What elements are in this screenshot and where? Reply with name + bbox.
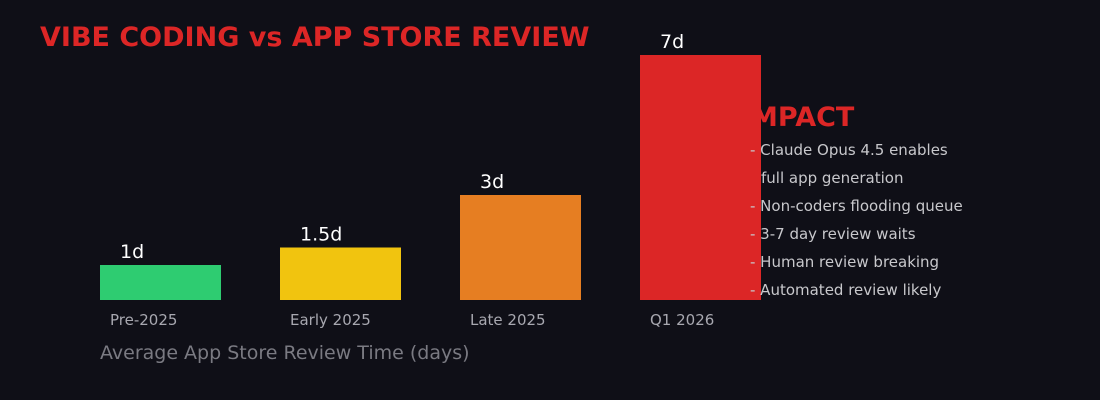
value-label-1: 1d	[120, 241, 144, 263]
impact-item-5: - Human review breaking	[750, 253, 939, 271]
chart-title: VIBE CODING vs APP STORE REVIEW	[40, 22, 590, 53]
category-label-1: Pre-2025	[110, 311, 177, 329]
impact-item-3: - Non-coders flooding queue	[750, 197, 963, 215]
impact-item-6: - Automated review likely	[750, 281, 941, 299]
impact-item-2: full app generation	[761, 169, 903, 187]
bar-3	[460, 195, 581, 300]
value-label-3: 3d	[480, 171, 504, 193]
bar-4-overlay	[640, 95, 761, 135]
category-label-4: Q1 2026	[650, 311, 714, 329]
category-label-3: Late 2025	[470, 311, 546, 329]
impact-item-4: - 3-7 day review waits	[750, 225, 916, 243]
x-axis-caption: Average App Store Review Time (days)	[100, 342, 470, 364]
category-label-2: Early 2025	[290, 311, 371, 329]
bar-2	[280, 247, 401, 300]
impact-item-1: - Claude Opus 4.5 enables	[750, 141, 948, 159]
value-label-2: 1.5d	[300, 224, 342, 246]
value-label-4: 7d	[660, 31, 684, 53]
bar-4	[640, 55, 761, 300]
bar-1	[100, 265, 221, 300]
